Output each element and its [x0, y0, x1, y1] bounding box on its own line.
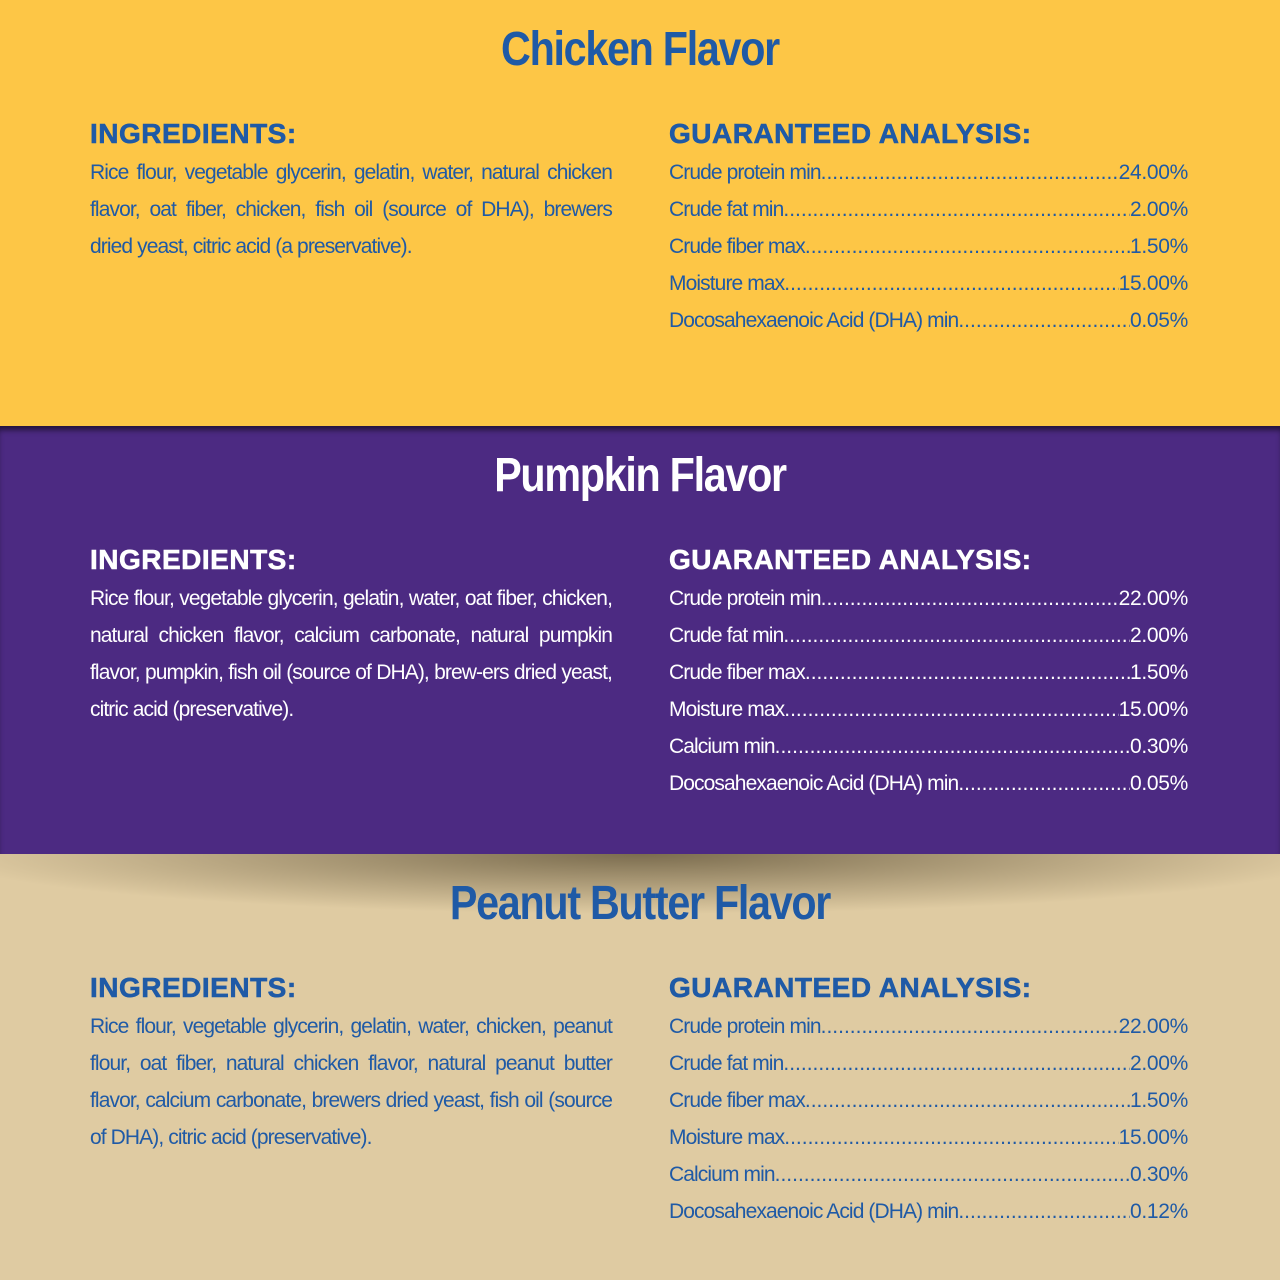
- analysis-label: Moisture max: [669, 1126, 785, 1149]
- analysis-column: GUARANTEED ANALYSIS: Crude protein min 2…: [669, 116, 1189, 339]
- analysis-heading: GUARANTEED ANALYSIS:: [669, 544, 1032, 576]
- analysis-row: Crude protein min 22.00%: [669, 580, 1188, 617]
- dot-leader: [784, 1119, 1118, 1156]
- dot-leader: [783, 1045, 1130, 1082]
- analysis-row: Moisture max 15.00%: [669, 265, 1188, 302]
- analysis-row: Crude protein min 22.00%: [669, 1008, 1188, 1045]
- ingredients-heading: INGREDIENTS:: [90, 544, 297, 576]
- dot-leader: [958, 302, 1130, 339]
- analysis-row: Calcium min 0.30%: [669, 1156, 1188, 1193]
- analysis-row: Crude fiber max 1.50%: [669, 654, 1188, 691]
- analysis-value: 2.00%: [1129, 198, 1188, 221]
- dot-leader: [775, 1156, 1130, 1193]
- dot-leader: [784, 265, 1118, 302]
- analysis-row: Moisture max 15.00%: [669, 1119, 1188, 1156]
- section-peanut-butter: Peanut Butter Flavor INGREDIENTS: Rice f…: [0, 854, 1280, 1280]
- analysis-label: Moisture max: [669, 272, 785, 295]
- ingredients-column: INGREDIENTS: Rice flour, vegetable glyce…: [90, 116, 613, 265]
- analysis-row: Crude fiber max 1.50%: [669, 1082, 1188, 1119]
- section-chicken: Chicken Flavor INGREDIENTS: Rice flour, …: [0, 0, 1280, 426]
- analysis-label: Docosahexaenoic Acid (DHA) min: [669, 772, 959, 795]
- flavor-title: Chicken Flavor: [501, 23, 780, 76]
- dot-leader: [958, 765, 1130, 802]
- section-pumpkin: Pumpkin Flavor INGREDIENTS: Rice flour, …: [0, 426, 1280, 854]
- analysis-row: Crude fat min 2.00%: [669, 191, 1188, 228]
- analysis-value: 22.00%: [1118, 587, 1189, 610]
- analysis-label: Crude protein min: [669, 1015, 822, 1038]
- flavor-title: Peanut Butter Flavor: [449, 877, 831, 930]
- ingredients-heading: INGREDIENTS:: [90, 118, 297, 150]
- analysis-value: 24.00%: [1118, 161, 1189, 184]
- analysis-value: 0.05%: [1129, 772, 1188, 795]
- analysis-value: 2.00%: [1129, 624, 1188, 647]
- analysis-label: Calcium min: [669, 1163, 776, 1186]
- analysis-value: 1.50%: [1129, 661, 1188, 684]
- analysis-label: Crude fat min: [669, 1052, 784, 1075]
- analysis-row: Moisture max 15.00%: [669, 691, 1188, 728]
- analysis-value: 0.12%: [1129, 1200, 1188, 1223]
- analysis-label: Crude fat min: [669, 198, 784, 221]
- analysis-label: Calcium min: [669, 735, 776, 758]
- dot-leader: [805, 1082, 1130, 1119]
- analysis-value: 1.50%: [1129, 235, 1188, 258]
- analysis-label: Crude protein min: [669, 161, 822, 184]
- dot-leader: [783, 191, 1130, 228]
- analysis-value: 0.30%: [1129, 735, 1188, 758]
- analysis-row: Crude fat min 2.00%: [669, 1045, 1188, 1082]
- analysis-label: Crude fiber max: [669, 661, 806, 684]
- analysis-row: Docosahexaenoic Acid (DHA) min 0.12%: [669, 1193, 1188, 1230]
- analysis-heading: GUARANTEED ANALYSIS:: [669, 118, 1032, 150]
- flavor-title: Pumpkin Flavor: [494, 449, 787, 502]
- analysis-label: Docosahexaenoic Acid (DHA) min: [669, 309, 959, 332]
- ingredients-column: INGREDIENTS: Rice flour, vegetable glyce…: [90, 542, 613, 728]
- dot-leader: [784, 691, 1118, 728]
- dot-leader: [958, 1193, 1130, 1230]
- analysis-row: Crude fat min 2.00%: [669, 617, 1188, 654]
- ingredients-text: Rice flour, vegetable glycerin, gelatin,…: [90, 1015, 613, 1149]
- ingredients-heading: INGREDIENTS:: [90, 972, 297, 1004]
- analysis-label: Crude protein min: [669, 587, 822, 610]
- analysis-column: GUARANTEED ANALYSIS: Crude protein min 2…: [669, 970, 1189, 1230]
- analysis-value: 0.05%: [1129, 309, 1188, 332]
- analysis-value: 2.00%: [1129, 1052, 1188, 1075]
- analysis-label: Crude fiber max: [669, 235, 806, 258]
- analysis-value: 0.30%: [1129, 1163, 1188, 1186]
- analysis-value: 15.00%: [1118, 272, 1189, 295]
- analysis-value: 1.50%: [1129, 1089, 1188, 1112]
- analysis-row: Docosahexaenoic Acid (DHA) min 0.05%: [669, 302, 1188, 339]
- dot-leader: [783, 617, 1130, 654]
- dot-leader: [805, 654, 1130, 691]
- analysis-row: Calcium min 0.30%: [669, 728, 1188, 765]
- analysis-label: Crude fiber max: [669, 1089, 806, 1112]
- analysis-label: Crude fat min: [669, 624, 784, 647]
- analysis-row: Crude protein min 24.00%: [669, 154, 1188, 191]
- analysis-heading: GUARANTEED ANALYSIS:: [669, 972, 1032, 1004]
- dot-leader: [805, 228, 1130, 265]
- analysis-row: Docosahexaenoic Acid (DHA) min 0.05%: [669, 765, 1188, 802]
- dot-leader: [821, 154, 1119, 191]
- dot-leader: [821, 580, 1119, 617]
- ingredients-column: INGREDIENTS: Rice flour, vegetable glyce…: [90, 970, 613, 1156]
- ingredients-text: Rice flour, vegetable glycerin, gelatin,…: [90, 161, 613, 258]
- dot-leader: [821, 1008, 1119, 1045]
- ingredients-text: Rice flour, vegetable glycerin, gelatin,…: [90, 587, 613, 721]
- analysis-column: GUARANTEED ANALYSIS: Crude protein min 2…: [669, 542, 1189, 802]
- analysis-value: 15.00%: [1118, 698, 1189, 721]
- analysis-label: Docosahexaenoic Acid (DHA) min: [669, 1200, 959, 1223]
- analysis-value: 22.00%: [1118, 1015, 1189, 1038]
- dot-leader: [775, 728, 1130, 765]
- analysis-value: 15.00%: [1118, 1126, 1189, 1149]
- analysis-row: Crude fiber max 1.50%: [669, 228, 1188, 265]
- analysis-label: Moisture max: [669, 698, 785, 721]
